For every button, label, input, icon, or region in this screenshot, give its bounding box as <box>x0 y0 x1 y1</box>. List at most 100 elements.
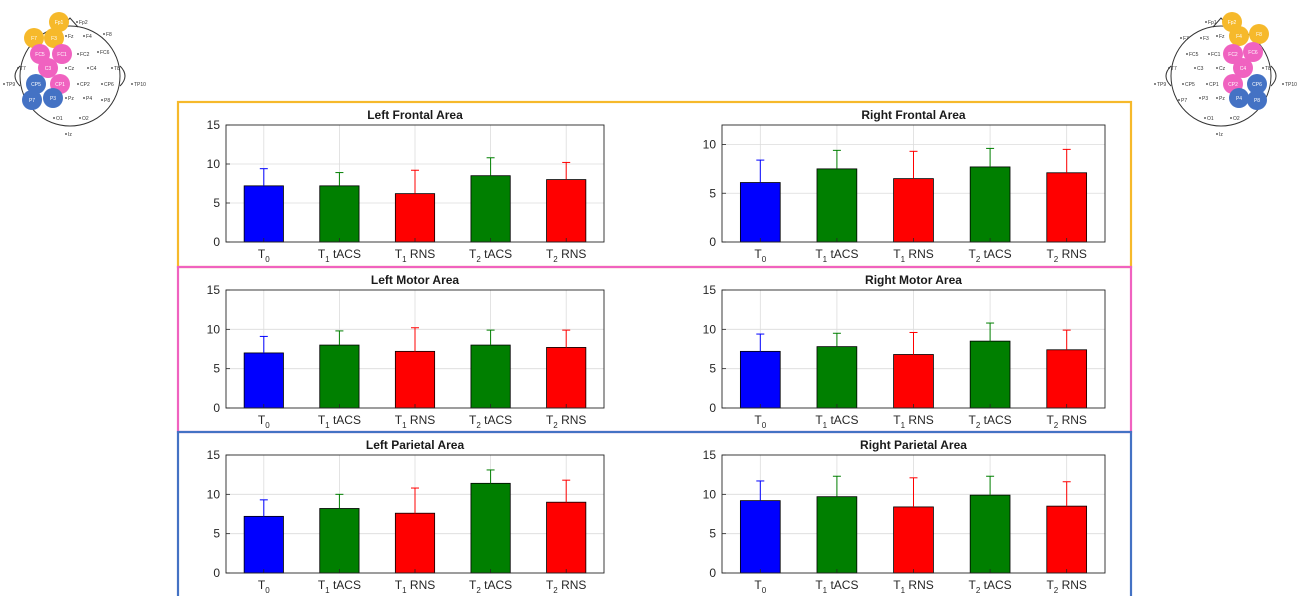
electrode-dot <box>1216 97 1218 99</box>
electrode-dot <box>1216 133 1218 135</box>
chart-panel-5: 0 5 10 15 T0 T1 tACS T1 RNS T2 tACS T2 RNS Left P… <box>207 438 605 595</box>
electrode-label: FC2 <box>80 52 90 58</box>
electrode-dot <box>1200 37 1202 39</box>
electrode-marker <box>44 28 64 48</box>
electrode-label: O1 <box>1207 116 1214 122</box>
electrode-label: F8 <box>1256 32 1262 38</box>
electrode-label: F4 <box>1236 34 1242 40</box>
bar-2 <box>816 496 858 574</box>
electrode-label: CP2 <box>1228 82 1238 88</box>
x-tick-label: T2 tACS <box>469 578 512 595</box>
bar-4 <box>470 344 511 409</box>
x-tick-label: T1 RNS <box>395 413 435 430</box>
electrode-dot <box>65 35 67 37</box>
electrode-label: Iz <box>68 132 72 138</box>
y-tick-label: 10 <box>703 487 717 501</box>
electrode-dot <box>1282 83 1284 85</box>
x-tick-label: T0 <box>754 413 766 430</box>
electrode-dot <box>1186 53 1188 55</box>
x-tick-label: T2 tACS <box>469 413 512 430</box>
y-tick-label: 0 <box>213 235 220 249</box>
electrode-label: TP10 <box>134 82 146 88</box>
electrode-dot <box>1208 53 1210 55</box>
x-tick-label: T1 tACS <box>318 247 361 264</box>
electrode-label: TP10 <box>1285 82 1297 88</box>
bar-5 <box>546 501 587 574</box>
electrode-label: Iz <box>1219 132 1223 138</box>
x-tick-label: T2 RNS <box>1046 247 1086 264</box>
bar-1 <box>739 182 781 243</box>
electrode-label: O2 <box>82 116 89 122</box>
y-tick-label: 10 <box>703 138 717 152</box>
electrode-dot <box>1204 117 1206 119</box>
electrode-dot <box>1216 35 1218 37</box>
electrode-marker <box>1249 24 1269 44</box>
electrode-dot <box>1154 83 1156 85</box>
electrode-dot <box>131 83 133 85</box>
electrode-marker <box>38 58 58 78</box>
y-tick-label: 15 <box>207 283 221 297</box>
electrode-label: O2 <box>1233 116 1240 122</box>
electrode-dot <box>1206 83 1208 85</box>
chart-panel-3: 0 5 10 15 T0 T1 tACS T1 RNS T2 tACS T2 RNS Left M… <box>207 273 605 430</box>
electrode-label: TP9 <box>6 82 15 88</box>
y-tick-label: 15 <box>703 448 717 462</box>
electrode-dot <box>1216 67 1218 69</box>
electrode-label: P4 <box>1236 96 1242 102</box>
bar-4 <box>969 494 1011 574</box>
electrode-marker <box>1247 90 1267 110</box>
bar-4 <box>969 340 1011 409</box>
bar-1 <box>739 500 781 574</box>
bar-2 <box>319 185 360 243</box>
electrode-dot <box>17 67 19 69</box>
electrode-label: P4 <box>86 96 92 102</box>
y-tick-label: 10 <box>703 322 717 336</box>
electrode-label: CP5 <box>31 82 41 88</box>
electrode-dot <box>111 67 113 69</box>
electrode-dot <box>1194 67 1196 69</box>
bar-4 <box>470 482 511 574</box>
x-tick-label: T2 RNS <box>546 247 586 264</box>
bar-1 <box>739 350 781 409</box>
electrode-label: F3 <box>1203 36 1209 42</box>
electrode-dot <box>103 33 105 35</box>
electrode-marker <box>43 88 63 108</box>
electrode-label: T8 <box>114 66 120 72</box>
region-frame-parietal <box>176 430 1133 596</box>
electrode-label: P3 <box>1202 96 1208 102</box>
y-tick-label: 0 <box>709 401 716 415</box>
chart-title: Left Motor Area <box>371 273 460 287</box>
bar-4 <box>969 166 1011 243</box>
bar-2 <box>816 168 858 243</box>
x-tick-label: T1 tACS <box>318 578 361 595</box>
chart-title: Right Frontal Area <box>861 108 966 122</box>
electrode-dot <box>1180 37 1182 39</box>
region-frames <box>176 100 1133 596</box>
x-tick-label: T1 tACS <box>815 247 858 264</box>
electrode-dot <box>65 97 67 99</box>
electrode-dot <box>1230 117 1232 119</box>
electrode-marker <box>52 44 72 64</box>
chart-panels: 0 5 10 15 T0 T1 tACS T1 RNS T2 tACS T2 RNS Left F… <box>207 108 1106 595</box>
bar-3 <box>394 350 436 409</box>
electrode-dot <box>83 97 85 99</box>
y-tick-label: 0 <box>213 566 220 580</box>
y-tick-label: 5 <box>709 186 716 200</box>
head-ear-right <box>119 65 126 87</box>
bar-3 <box>893 354 934 409</box>
electrode-label: FC6 <box>100 50 110 56</box>
electrode-dot <box>101 83 103 85</box>
x-tick-label: T0 <box>258 247 270 264</box>
electrode-dot <box>3 83 5 85</box>
bar-1 <box>243 185 284 243</box>
electrode-label: FC2 <box>1228 52 1238 58</box>
electrode-label: TP9 <box>1157 82 1166 88</box>
electrode-dot <box>1178 99 1180 101</box>
electrode-dot <box>97 51 99 53</box>
electrode-label: F3 <box>51 36 57 42</box>
electrode-label: FC6 <box>1248 50 1258 56</box>
electrode-marker <box>1229 26 1249 46</box>
x-tick-label: T1 tACS <box>815 413 858 430</box>
electrode-label: C3 <box>45 66 52 72</box>
electrode-label: T7 <box>1171 66 1177 72</box>
